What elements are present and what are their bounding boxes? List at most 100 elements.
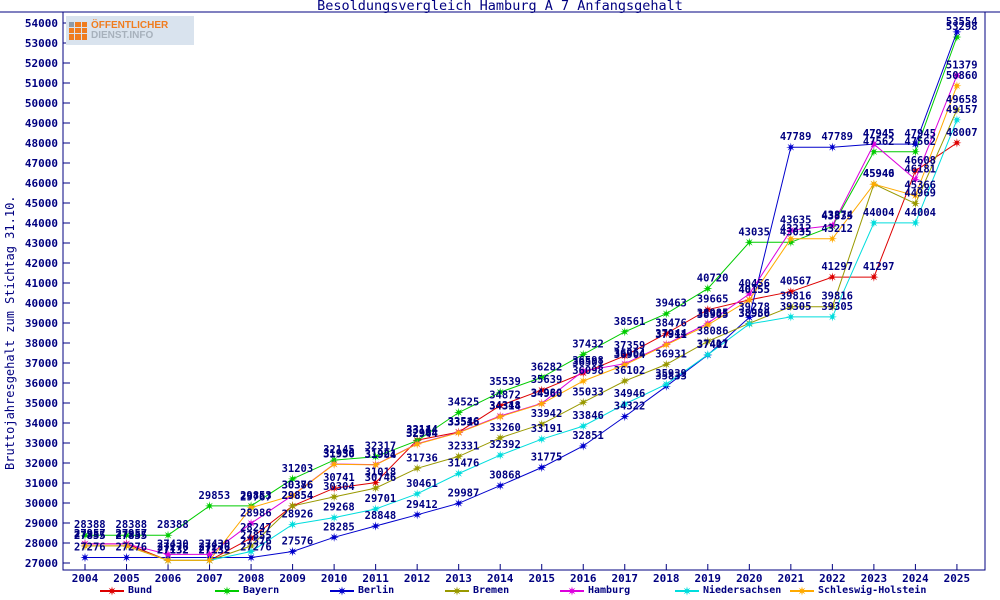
point-label-bayern: 40720 [697,273,729,285]
x-tick-label: 2014 [487,572,514,585]
point-label-hamburg: 37944 [655,328,687,340]
legend-label-bund: Bund [128,585,153,596]
y-tick-label: 52000 [25,57,58,70]
y-tick-label: 27000 [25,557,58,570]
x-tick-label: 2024 [902,572,929,585]
x-tick-label: 2022 [819,572,846,585]
point-label-berlin: 27276 [199,541,231,553]
data-point-niedersachsen [329,513,339,523]
legend-item-hamburg: Hamburg [560,585,675,596]
data-point-hamburg [952,70,962,80]
data-point-niedersachsen [661,379,671,389]
point-label-bremen: 32331 [448,440,480,452]
point-label-schleswig-holstein: 36904 [614,349,646,361]
data-point-bremen [578,397,588,407]
point-label-niedersachsen: 32392 [489,439,521,451]
x-tick-label: 2012 [404,572,431,585]
point-label-bayern: 35539 [489,376,521,388]
data-point-berlin [827,142,837,152]
data-point-bayern [495,387,505,397]
data-point-schleswig-holstein [80,541,90,551]
data-point-berlin [454,498,464,508]
point-label-niedersachsen: 29268 [323,502,355,514]
point-label-schleswig-holstein: 50860 [946,70,978,82]
point-label-schleswig-holstein: 38905 [697,309,729,321]
point-label-bund: 33546 [448,416,480,428]
point-label-bund: 29854 [282,490,314,502]
y-tick-label: 50000 [25,97,58,110]
point-label-bayern: 34525 [448,397,480,409]
data-point-bayern [661,309,671,319]
point-label-niedersachsen: 49157 [946,104,978,116]
logo-text: ÖFFENTLICHER DIENST.INFO [91,20,168,41]
point-label-hamburg: 46181 [904,163,936,175]
point-label-bund: 34872 [489,390,521,402]
data-point-bund [952,138,962,148]
legend-marker-bremen [445,585,469,596]
point-label-niedersachsen: 27132 [157,544,189,556]
point-label-schleswig-holstein: 45940 [863,168,895,180]
data-point-schleswig-holstein [537,399,547,409]
point-label-bremen: 33260 [489,422,521,434]
point-label-bayern: 28388 [116,519,148,531]
data-point-bremen [495,433,505,443]
data-point-niedersachsen [703,350,713,360]
point-label-bund: 39665 [697,294,729,306]
data-point-bund [661,328,671,339]
data-point-niedersachsen [537,434,547,444]
data-point-berlin [121,552,132,563]
data-point-bayern [121,530,132,540]
data-point-schleswig-holstein [703,320,713,330]
data-point-berlin [910,139,920,149]
point-label-niedersachsen: 38950 [738,308,770,320]
point-label-bund: 38476 [655,317,687,329]
site-logo[interactable]: ÖFFENTLICHER DIENST.INFO [66,16,194,45]
point-label-bremen: 33942 [531,408,563,420]
point-label-niedersachsen: 44004 [863,207,895,219]
point-label-schleswig-holstein: 27855 [74,530,106,542]
point-label-hamburg: 43874 [821,210,853,222]
y-tick-label: 32000 [25,457,58,470]
point-label-bayern: 43035 [780,226,812,238]
data-point-berlin [537,462,547,473]
x-tick-label: 2006 [155,572,182,585]
point-label-niedersachsen: 30461 [406,478,438,490]
point-label-bayern: 43835 [821,210,853,222]
data-point-berlin [412,510,422,520]
series-line-bayern [85,36,958,536]
point-label-bund: 41297 [821,261,853,273]
point-label-hamburg: 28986 [240,507,272,519]
point-label-schleswig-holstein: 43212 [780,223,812,235]
point-label-niedersachsen: 33846 [572,410,604,422]
x-tick-label: 2025 [944,572,971,585]
point-label-bayern: 47562 [863,136,895,148]
point-label-bremen: 36931 [655,348,687,360]
data-point-schleswig-holstein [371,460,381,470]
data-point-berlin [952,27,962,37]
data-point-hamburg [578,366,588,376]
y-tick-label: 47000 [25,157,58,170]
x-tick-label: 2010 [321,572,348,585]
y-tick-label: 33000 [25,437,58,450]
legend-item-bund: Bund [100,585,215,596]
point-label-bund: 33144 [406,424,438,436]
point-label-hamburg: 34980 [531,387,563,399]
point-label-hamburg: 51379 [946,59,978,71]
series-line-bremen [85,109,958,561]
data-point-bremen [952,105,962,115]
point-label-bayern: 32145 [323,444,355,456]
point-label-bund: 40155 [738,284,770,296]
point-label-berlin: 37401 [697,339,729,351]
data-point-schleswig-holstein [329,459,339,469]
y-tick-label: 30000 [25,497,58,510]
point-label-berlin: 29987 [448,487,480,499]
point-label-bayern: 32317 [365,441,397,453]
point-label-berlin: 47945 [904,128,936,140]
data-point-schleswig-holstein [454,428,464,438]
legend-marker-niedersachsen [675,585,699,596]
data-point-bayern [620,327,630,337]
point-label-berlin: 47789 [780,131,812,143]
data-point-niedersachsen [246,546,256,557]
point-label-berlin: 27276 [240,541,272,553]
